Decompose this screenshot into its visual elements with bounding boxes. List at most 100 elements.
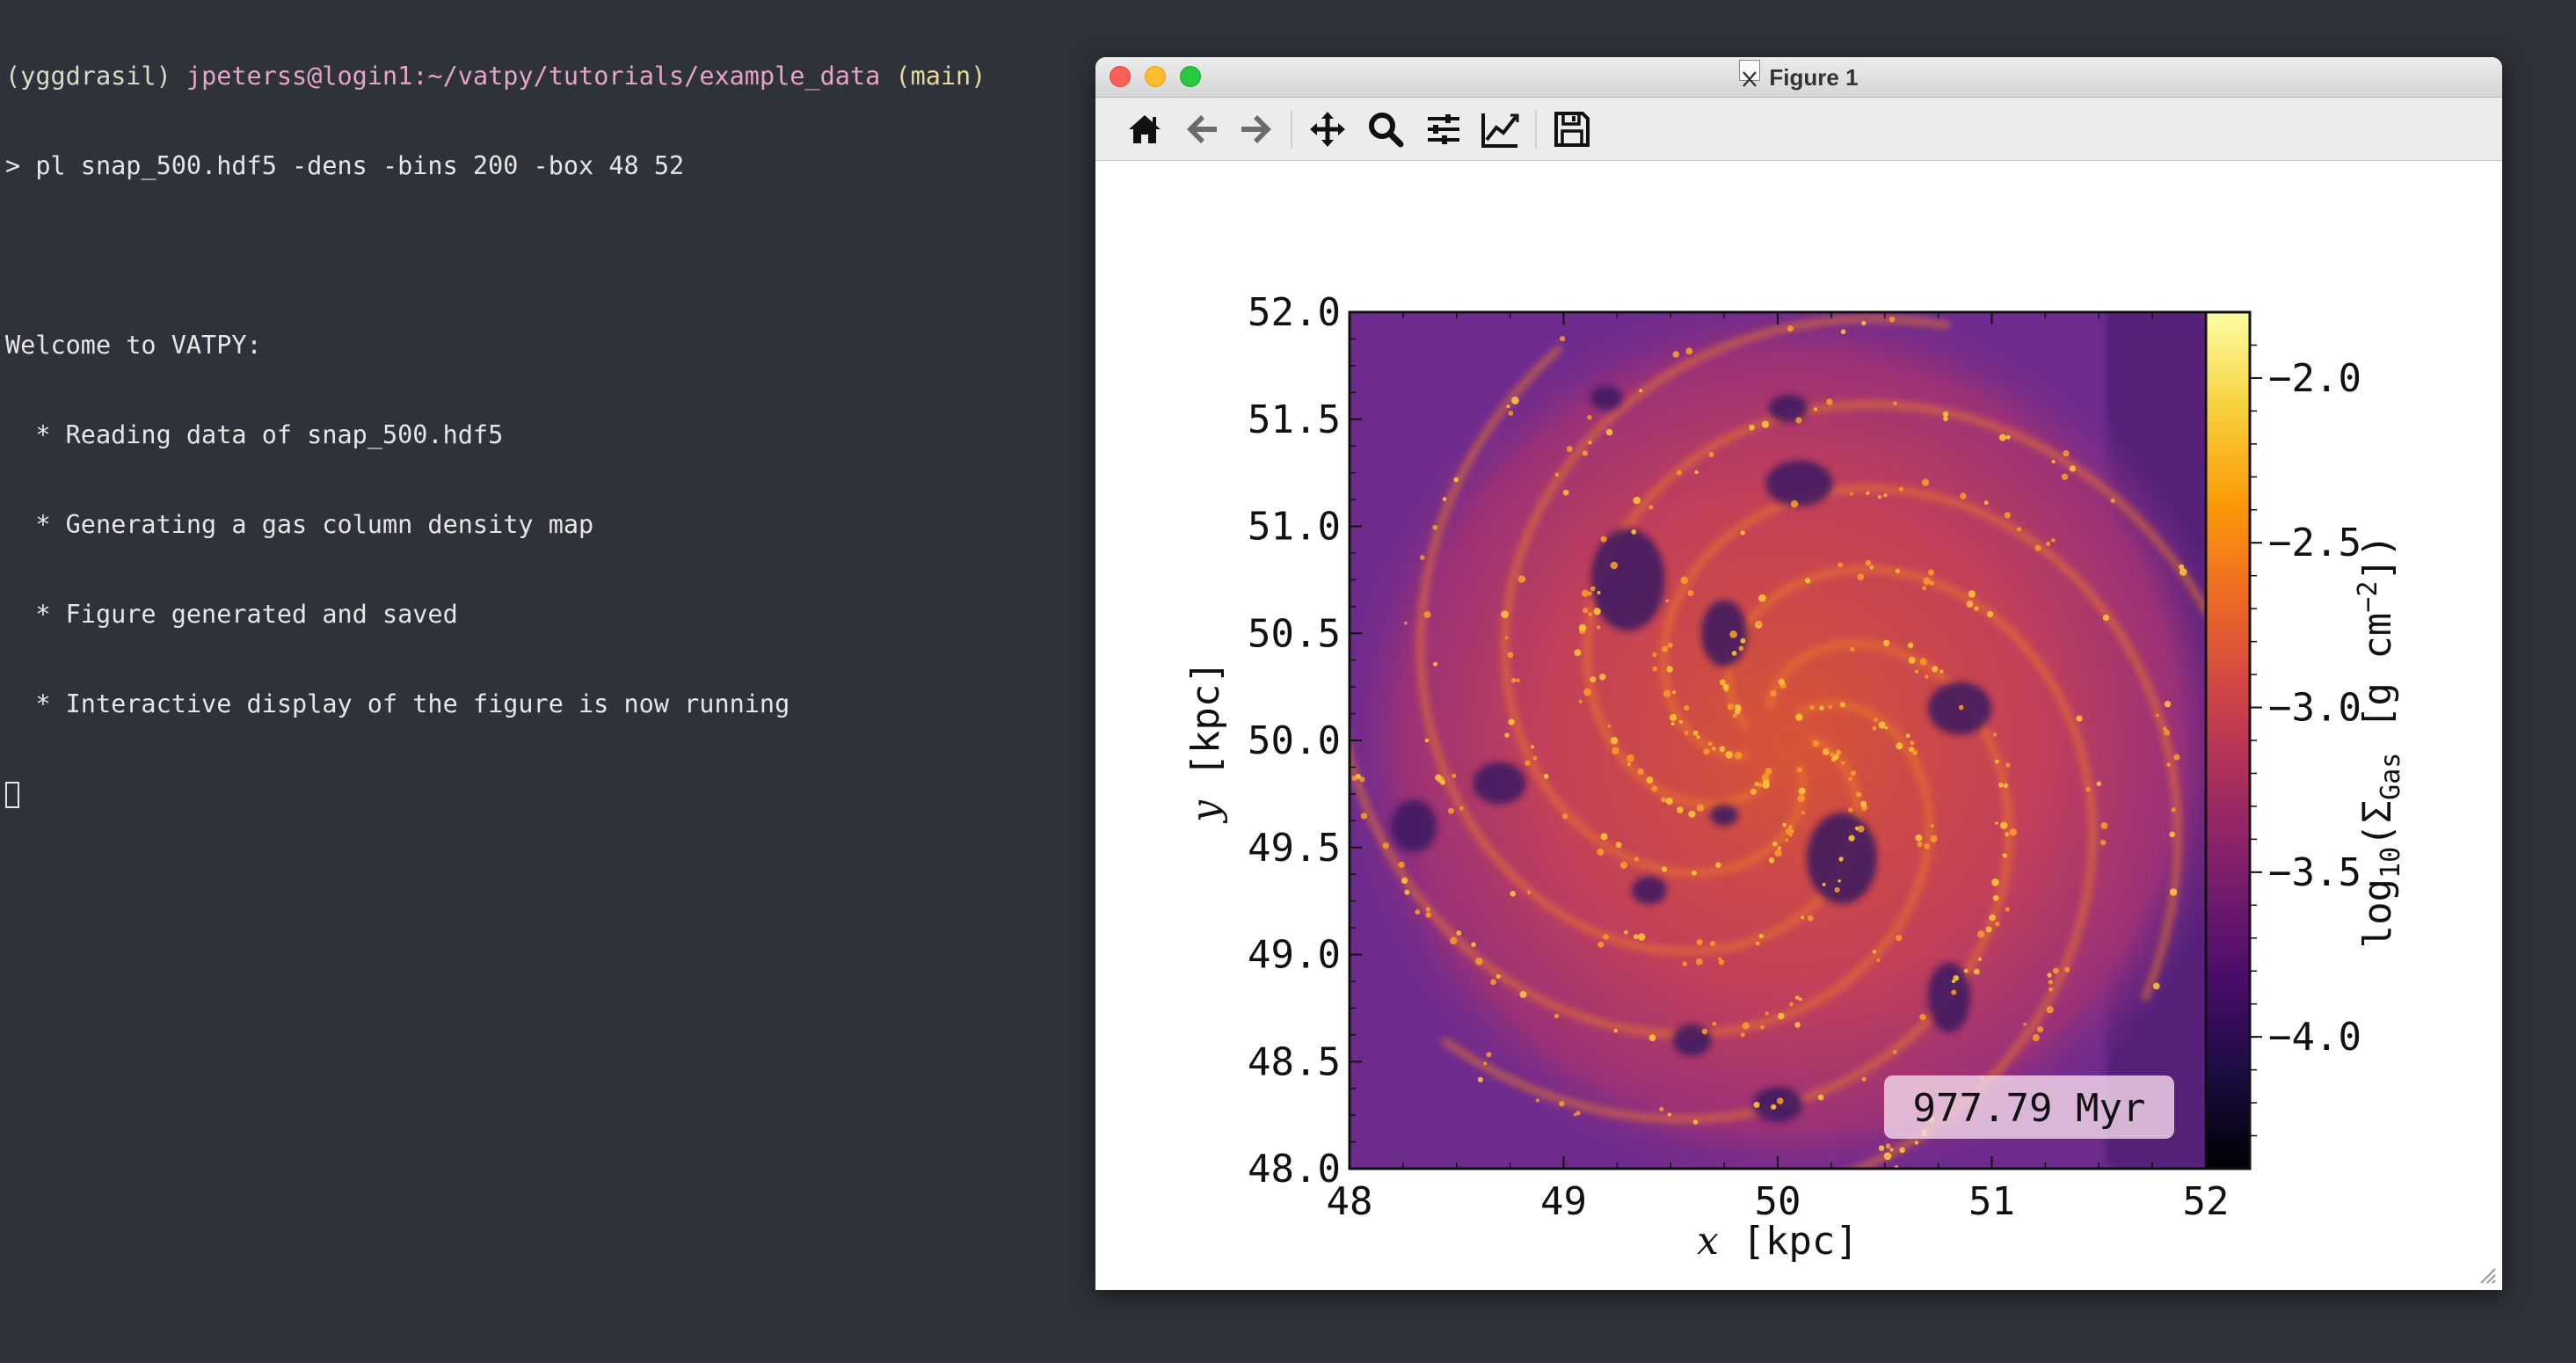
density-clump [1613, 1029, 1618, 1033]
minimize-window-button[interactable] [1145, 66, 1166, 87]
colorbar-tick-label: −2.0 [2268, 356, 2361, 401]
pan-icon[interactable] [1306, 108, 1349, 150]
density-clump [1735, 708, 1741, 715]
density-clump [1646, 776, 1654, 784]
figure-window[interactable]: Figure 1 [1095, 57, 2502, 1290]
density-clump [1877, 495, 1881, 499]
density-clump [2000, 821, 2008, 829]
density-clump [1597, 848, 1605, 856]
close-window-button[interactable] [1110, 66, 1131, 87]
edit-axis-icon[interactable] [1479, 108, 1521, 150]
forward-icon[interactable] [1236, 108, 1278, 150]
density-clump [2069, 465, 2077, 472]
density-void [1672, 1024, 1712, 1056]
density-clump [1919, 658, 1927, 666]
density-clump [1905, 733, 1910, 739]
x-axis-ticks: 48 49 50 51 52 [1327, 312, 2229, 1224]
density-clump [1507, 652, 1514, 659]
density-clump [1837, 879, 1841, 883]
density-clump [1878, 721, 1886, 729]
density-clump [2048, 980, 2054, 985]
zoom-icon[interactable] [1364, 108, 1407, 150]
density-clump [1459, 806, 1464, 811]
density-clump [1805, 578, 1811, 584]
density-clump [1893, 401, 1897, 406]
density-clump [1878, 1145, 1885, 1151]
colorbar-tick-label: −2.5 [2268, 521, 2361, 565]
figure-canvas[interactable]: 977.79 Myr 48 49 50 51 52 48.0 48.5 49.0 49.5 50… [1095, 161, 2502, 1290]
density-clump [1861, 1076, 1867, 1082]
density-clump [1991, 878, 1999, 886]
home-icon[interactable] [1124, 108, 1166, 150]
density-clump [1817, 1094, 1824, 1101]
density-clump [2048, 987, 2054, 992]
maximize-window-button[interactable] [1180, 66, 1201, 87]
density-clump [1801, 915, 1805, 920]
y-axis-unit: [kpc] [1183, 660, 1228, 800]
save-icon[interactable] [1551, 108, 1593, 150]
density-void [1710, 805, 1739, 827]
x-axis-label: x [kpc] [1697, 1219, 1859, 1264]
working-dir: :~/vatpy/tutorials/example_data [412, 62, 881, 91]
density-clump [1883, 1152, 1892, 1161]
density-clump [1758, 594, 1766, 602]
density-clump [1740, 530, 1745, 536]
density-clump [2164, 700, 2172, 708]
terminal[interactable]: (yggdrasil) jpeterss@login1:~/vatpy/tuto… [0, 0, 1090, 1363]
density-clump [1684, 731, 1689, 735]
density-clump [1798, 787, 1806, 795]
density-clump [1729, 630, 1737, 638]
density-clump [1995, 922, 2000, 927]
density-clump [1828, 704, 1833, 710]
density-clump [1490, 979, 1496, 986]
density-clump [1692, 730, 1699, 736]
density-clump [1907, 642, 1914, 649]
density-clump [1974, 606, 1979, 611]
density-clump [1456, 930, 1462, 936]
density-clump [1754, 782, 1759, 787]
density-clump [1435, 774, 1442, 782]
window-titlebar[interactable]: Figure 1 [1095, 57, 2502, 98]
density-clump [1521, 577, 1526, 582]
density-clump [1688, 810, 1696, 819]
density-clump [1692, 1119, 1699, 1125]
colorbar [2204, 310, 2252, 1170]
subplots-icon[interactable] [1423, 108, 1465, 150]
density-clump [1593, 608, 1601, 616]
density-clump [1797, 794, 1805, 803]
density-clump [1883, 639, 1890, 646]
density-clump [2169, 831, 2176, 838]
density-clump [1876, 958, 1881, 962]
density-clump [2004, 512, 2012, 519]
density-clump [1619, 861, 1628, 869]
density-clump [1922, 586, 1927, 591]
density-clump [1453, 477, 1459, 483]
density-clump [1511, 397, 1519, 405]
density-clump [1501, 610, 1509, 618]
density-clump [1707, 741, 1713, 746]
density-clump [1917, 841, 1923, 848]
spiral-arm [1350, 700, 1933, 1039]
density-clump [1588, 612, 1592, 616]
density-clump [1814, 407, 1818, 412]
output-line: * Generating a gas column density map [5, 510, 594, 539]
back-icon[interactable] [1180, 108, 1222, 150]
density-clump [1757, 620, 1763, 627]
density-clump [1850, 770, 1857, 776]
resize-grip-icon[interactable] [2474, 1262, 2497, 1285]
density-clump [2100, 839, 2107, 846]
density-clump [1836, 749, 1842, 755]
density-clump [1778, 678, 1785, 686]
density-clump [1896, 935, 1903, 942]
density-clump [2110, 498, 2115, 503]
input-line[interactable] [5, 779, 1090, 809]
density-clump [1772, 841, 1778, 847]
density-clump [2047, 973, 2052, 978]
density-clump [1798, 997, 1802, 1002]
density-clump [2166, 762, 2171, 767]
density-clump [1398, 861, 1405, 869]
density-clump [2051, 538, 2056, 543]
density-clump [1531, 745, 1535, 749]
density-clump [1667, 642, 1673, 648]
x-tick-label: 51 [1968, 1179, 2015, 1224]
